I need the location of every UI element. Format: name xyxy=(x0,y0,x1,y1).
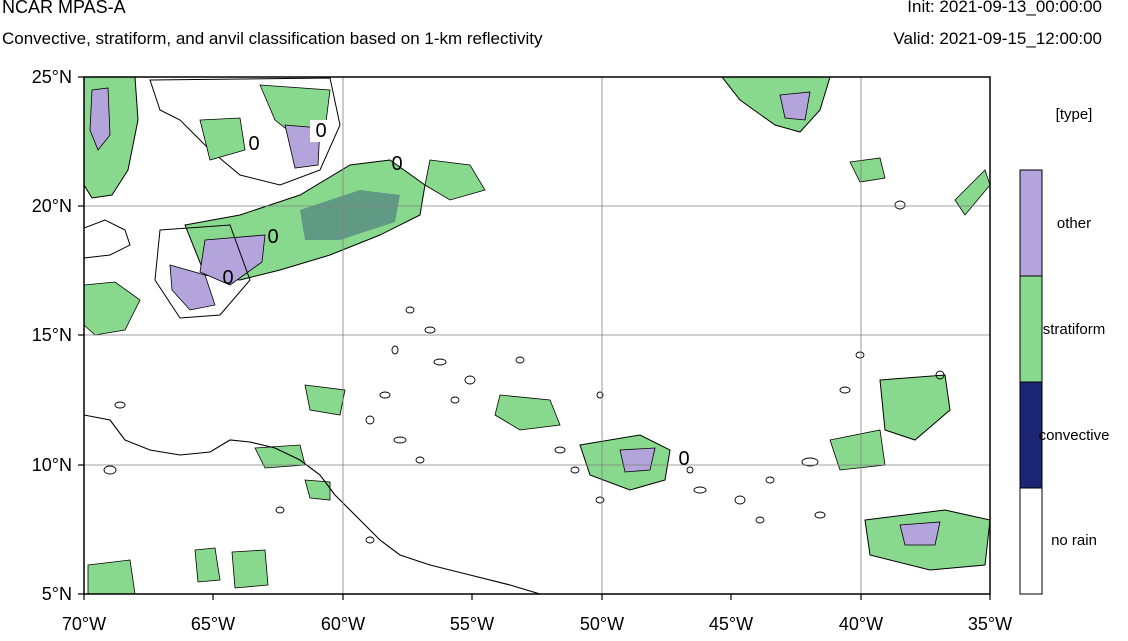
precip-area xyxy=(954,169,990,216)
lat-tick-label: 20°N xyxy=(32,196,72,216)
precip-area xyxy=(721,77,831,133)
lat-tick-labels: 5°N 10°N 15°N 20°N 25°N xyxy=(32,67,72,604)
legend-label-no-rain: no rain xyxy=(1051,532,1097,549)
zero-label: 0 xyxy=(222,267,233,289)
precip-fields xyxy=(84,77,990,594)
lon-tick-label: 55°W xyxy=(450,614,494,634)
zero-label: 0 xyxy=(248,133,259,155)
precip-area xyxy=(199,234,266,286)
precip-area xyxy=(84,281,141,336)
init-time: Init: 2021-09-13_00:00:00 xyxy=(907,0,1102,16)
legend-label-other: other xyxy=(1056,215,1092,232)
precip-area xyxy=(254,444,306,469)
lat-tick-label: 10°N xyxy=(32,455,72,475)
contour-zero-labels: 0 0 0 0 0 0 xyxy=(222,120,690,470)
plot-title: NCAR MPAS-A xyxy=(2,0,126,17)
precip-area xyxy=(494,394,561,431)
zero-label: 0 xyxy=(315,120,326,142)
legend-colorbar xyxy=(1019,169,1043,595)
lat-tick-label: 5°N xyxy=(42,584,72,604)
precip-area xyxy=(89,87,111,151)
coastline xyxy=(84,219,131,259)
precip-area xyxy=(304,479,331,501)
precip-area xyxy=(169,264,216,311)
precip-area xyxy=(779,91,811,121)
lon-tick-label: 65°W xyxy=(191,614,235,634)
lon-tick-label: 35°W xyxy=(968,614,1012,634)
precip-area xyxy=(899,521,941,546)
valid-time: Valid: 2021-09-15_12:00:00 xyxy=(893,29,1102,48)
lon-tick-label: 60°W xyxy=(321,614,365,634)
precip-area xyxy=(619,447,656,473)
lat-tick-label: 15°N xyxy=(32,325,72,345)
contour-speckles xyxy=(103,200,945,544)
zero-label: 0 xyxy=(678,448,689,470)
precip-area xyxy=(149,77,341,186)
zero-label: 0 xyxy=(391,153,402,175)
precip-area xyxy=(849,157,886,183)
lon-tick-label: 70°W xyxy=(62,614,106,634)
lon-tick-label: 45°W xyxy=(709,614,753,634)
precip-area xyxy=(300,190,400,240)
precip-area xyxy=(194,547,221,583)
lon-tick-labels: 70°W 65°W 60°W 55°W 50°W 45°W 40°W 35°W xyxy=(62,614,1012,634)
legend-title: [type] xyxy=(1055,106,1093,123)
precip-area xyxy=(829,429,886,471)
precip-area xyxy=(424,159,486,201)
legend-swatch-no-rain xyxy=(1019,487,1043,595)
precip-area xyxy=(199,117,246,161)
zero-label: 0 xyxy=(267,226,278,248)
precip-area xyxy=(154,224,251,319)
legend-label-convective: convective xyxy=(1038,427,1110,444)
gridlines xyxy=(84,77,990,594)
legend-label-stratiform: stratiform xyxy=(1042,321,1106,338)
plot-subtitle: Convective, stratiform, and anvil classi… xyxy=(2,29,543,48)
precip-area xyxy=(231,549,269,589)
lon-tick-label: 50°W xyxy=(580,614,624,634)
precip-area xyxy=(304,384,346,416)
lon-tick-label: 40°W xyxy=(839,614,883,634)
axis-ticks xyxy=(78,76,991,600)
precip-area xyxy=(87,559,136,594)
lat-tick-label: 25°N xyxy=(32,67,72,87)
precip-area xyxy=(879,374,951,441)
coastline xyxy=(84,414,541,594)
